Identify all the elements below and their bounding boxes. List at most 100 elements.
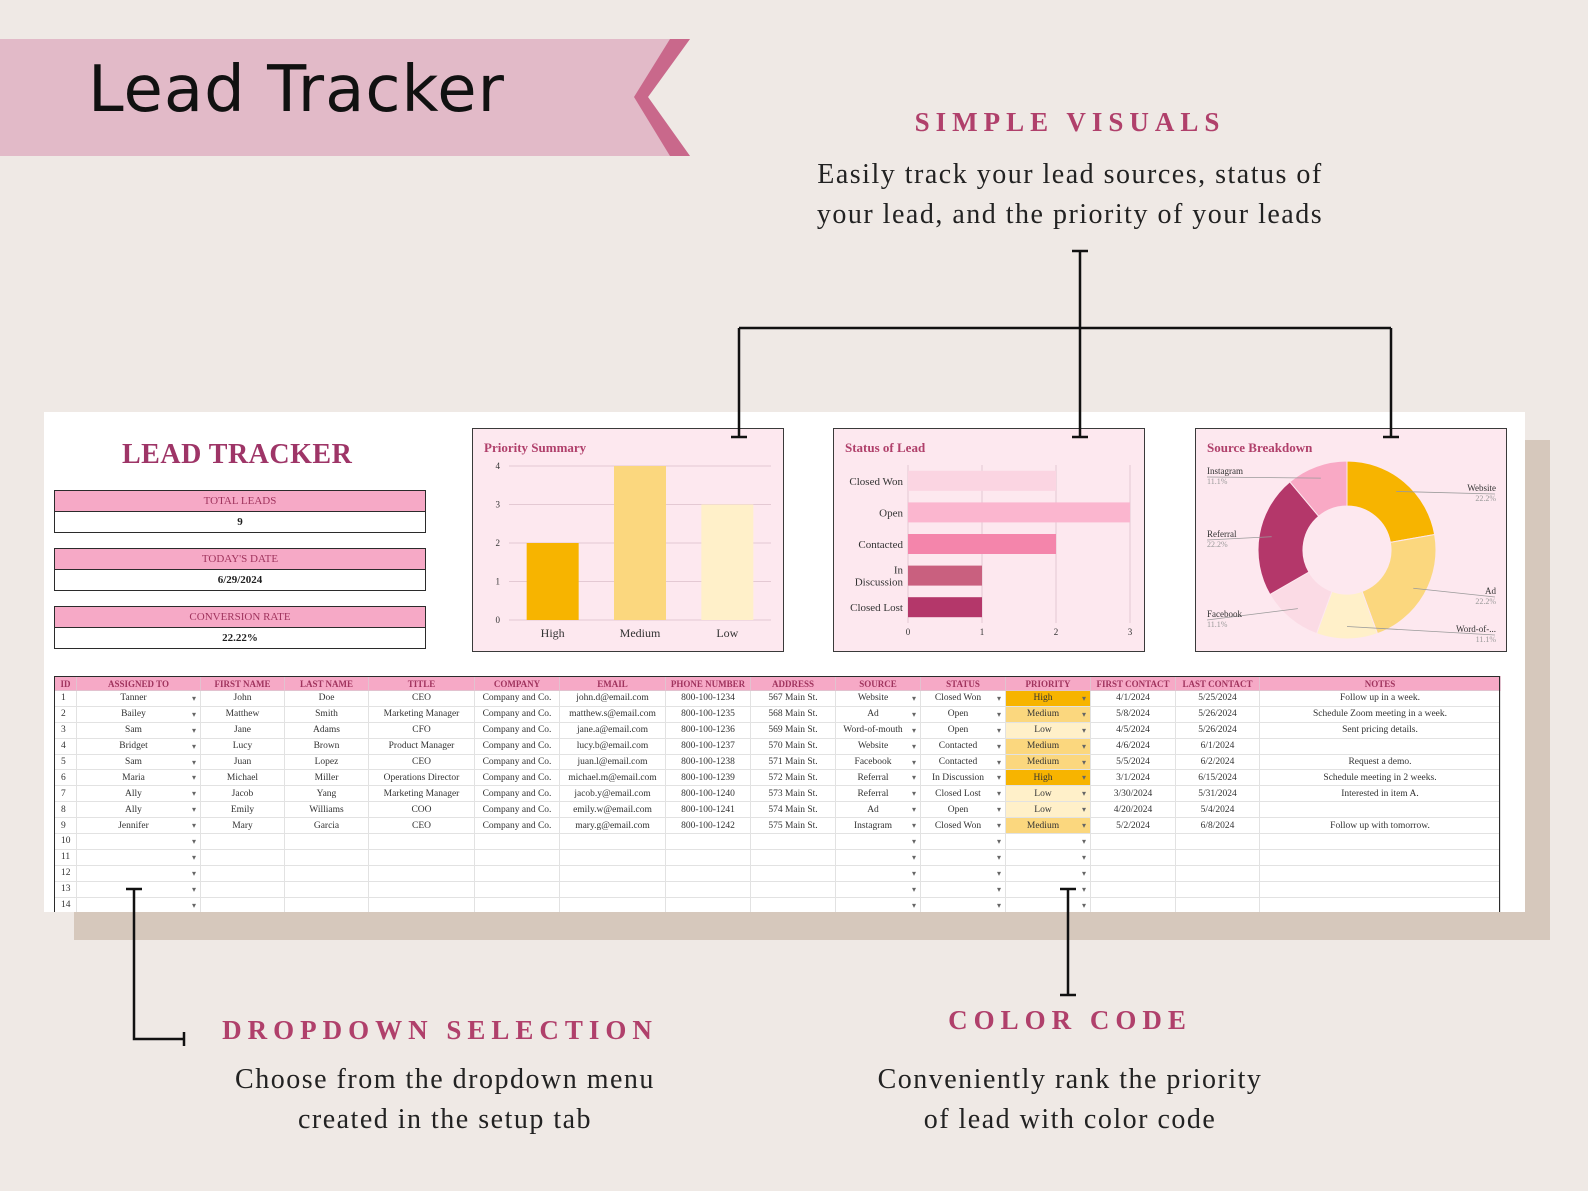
cell-priority[interactable]: Medium [1005,753,1091,771]
cell-company[interactable]: Company and Co. [474,753,560,771]
cell-title[interactable] [368,896,475,912]
cell-company[interactable]: Company and Co. [474,705,560,723]
cell-phone-number[interactable]: 800-100-1239 [665,769,751,787]
cell-first-contact[interactable] [1090,833,1176,850]
cell-id[interactable]: 9 [54,817,77,835]
cell-phone-number[interactable]: 800-100-1242 [665,817,751,835]
cell-company[interactable]: Company and Co. [474,785,560,803]
cell-email[interactable]: mary.g@email.com [559,817,666,835]
cell-notes[interactable] [1259,737,1501,755]
cell-id[interactable]: 13 [54,880,77,898]
cell-first-name[interactable] [200,864,285,882]
cell-company[interactable]: Company and Co. [474,769,560,787]
cell-address[interactable]: 572 Main St. [750,769,836,787]
column-header-address[interactable]: ADDRESS [750,676,836,691]
cell-first-contact[interactable]: 5/5/2024 [1090,753,1176,771]
column-header-assigned-to[interactable]: ASSIGNED TO [76,676,201,691]
cell-status[interactable]: Open [920,705,1006,723]
kpi-value[interactable]: 6/29/2024 [217,574,263,586]
cell-status[interactable]: Closed Won [920,690,1006,707]
cell-notes[interactable] [1259,896,1501,912]
cell-email[interactable]: emily.w@email.com [559,801,666,819]
cell-last-name[interactable]: Smith [284,705,369,723]
cell-first-contact[interactable]: 4/6/2024 [1090,737,1176,755]
cell-id[interactable]: 2 [54,705,77,723]
cell-email[interactable]: michael.m@email.com [559,769,666,787]
cell-last-name[interactable]: Yang [284,785,369,803]
cell-address[interactable]: 569 Main St. [750,721,836,739]
cell-last-contact[interactable]: 6/15/2024 [1175,769,1260,787]
cell-address[interactable] [750,848,836,866]
cell-company[interactable]: Company and Co. [474,817,560,835]
cell-address[interactable] [750,864,836,882]
cell-last-contact[interactable]: 5/25/2024 [1175,690,1260,707]
cell-priority[interactable]: Medium [1005,817,1091,835]
cell-address[interactable] [750,880,836,898]
cell-notes[interactable]: Request a demo. [1259,753,1501,771]
cell-last-name[interactable]: Adams [284,721,369,739]
cell-company[interactable] [474,848,560,866]
cell-first-name[interactable]: Matthew [200,705,285,723]
cell-title[interactable]: CEO [368,753,475,771]
cell-last-name[interactable]: Brown [284,737,369,755]
cell-source[interactable]: Website [835,690,921,707]
column-header-status[interactable]: STATUS [920,676,1006,691]
cell-assigned-to[interactable] [76,896,201,912]
cell-priority[interactable]: Low [1005,785,1091,803]
bar-medium[interactable] [614,466,666,620]
cell-status[interactable] [920,896,1006,912]
cell-status[interactable] [920,848,1006,866]
cell-last-contact[interactable] [1175,864,1260,882]
cell-first-contact[interactable]: 5/8/2024 [1090,705,1176,723]
cell-address[interactable]: 575 Main St. [750,817,836,835]
source-breakdown-chart[interactable]: Source Breakdown Website 22.2% Ad 22.2% Word… [1195,428,1507,652]
cell-first-contact[interactable]: 3/30/2024 [1090,785,1176,803]
priority-summary-chart[interactable]: Priority Summary 0 1 2 3 4 High Medium Low [472,428,784,652]
cell-last-name[interactable]: Williams [284,801,369,819]
cell-source[interactable]: Facebook [835,753,921,771]
cell-first-name[interactable] [200,896,285,912]
cell-email[interactable] [559,833,666,850]
column-header-notes[interactable]: NOTES [1259,676,1501,691]
cell-status[interactable]: Open [920,721,1006,739]
cell-status[interactable]: Contacted [920,737,1006,755]
cell-priority[interactable] [1005,864,1091,882]
cell-first-contact[interactable]: 3/1/2024 [1090,769,1176,787]
cell-last-name[interactable] [284,864,369,882]
cell-source[interactable] [835,864,921,882]
cell-priority[interactable]: Low [1005,721,1091,739]
cell-assigned-to[interactable]: Tanner [76,690,201,707]
cell-title[interactable] [368,848,475,866]
cell-first-name[interactable]: Juan [200,753,285,771]
slice-ad[interactable] [1361,533,1437,635]
cell-phone-number[interactable] [665,880,751,898]
column-header-source[interactable]: SOURCE [835,676,921,691]
bar-in-discussion[interactable] [908,565,982,586]
cell-title[interactable]: Operations Director [368,769,475,787]
cell-source[interactable] [835,896,921,912]
cell-last-name[interactable] [284,848,369,866]
cell-email[interactable] [559,848,666,866]
cell-assigned-to[interactable] [76,833,201,850]
cell-status[interactable] [920,880,1006,898]
cell-address[interactable] [750,896,836,912]
bar-high[interactable] [526,543,579,620]
cell-email[interactable]: jacob.y@email.com [559,785,666,803]
cell-last-name[interactable] [284,833,369,850]
cell-phone-number[interactable]: 800-100-1241 [665,801,751,819]
cell-assigned-to[interactable]: Bailey [76,705,201,723]
cell-title[interactable]: Marketing Manager [368,705,475,723]
cell-title[interactable] [368,833,475,850]
cell-email[interactable]: john.d@email.com [559,690,666,707]
cell-notes[interactable]: Interested in item A. [1259,785,1501,803]
cell-first-name[interactable]: Mary [200,817,285,835]
cell-first-name[interactable]: Lucy [200,737,285,755]
cell-assigned-to[interactable]: Maria [76,769,201,787]
cell-source[interactable]: Website [835,737,921,755]
cell-phone-number[interactable] [665,864,751,882]
cell-last-contact[interactable] [1175,880,1260,898]
cell-notes[interactable]: Schedule meeting in 2 weeks. [1259,769,1501,787]
cell-address[interactable]: 573 Main St. [750,785,836,803]
cell-last-name[interactable]: Garcia [284,817,369,835]
column-header-company[interactable]: COMPANY [474,676,560,691]
